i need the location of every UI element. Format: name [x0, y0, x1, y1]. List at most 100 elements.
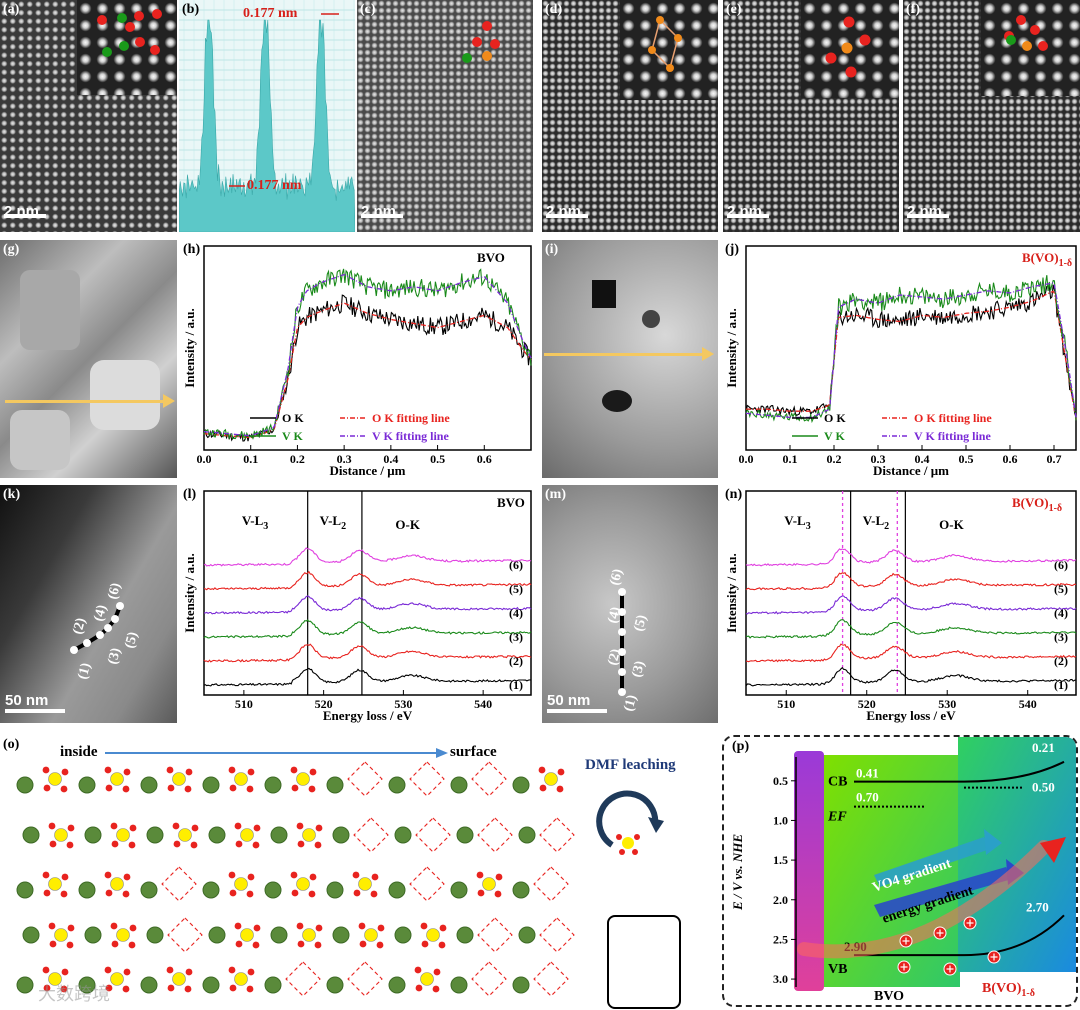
o-atom: [61, 873, 69, 881]
bi-atom: [512, 776, 530, 794]
panel-a: (a) 2 nm: [0, 0, 177, 232]
o-atom: [49, 940, 57, 948]
o-atom: [314, 841, 322, 849]
scan-point-label: (5): [122, 630, 141, 650]
bi-atom: [202, 881, 220, 899]
o-atom: [494, 890, 502, 898]
panel-a-tag: (a): [3, 2, 20, 17]
v-atom: [296, 877, 310, 891]
o-atom: [234, 922, 242, 930]
x-tick-label: 0.7: [1047, 452, 1062, 466]
bi-atom: [140, 881, 158, 899]
scan-point: [618, 608, 626, 616]
v-atom: [240, 928, 254, 942]
o-atom: [49, 840, 57, 848]
o-atom: [111, 940, 119, 948]
v-atom: [302, 828, 316, 842]
o-atom: [309, 873, 317, 881]
bi-atom: [78, 881, 96, 899]
o-atom: [296, 822, 304, 830]
scan-point-label: (3): [629, 659, 648, 679]
legend-entry: O K fitting line: [372, 411, 450, 425]
o-atom: [42, 871, 50, 879]
v-atom: [54, 928, 68, 942]
x-tick-label: 510: [777, 697, 795, 711]
bi-atom: [202, 776, 220, 794]
o-atom: [67, 824, 75, 832]
x-tick-label: 540: [1019, 697, 1037, 711]
series-v-k: [745, 275, 1077, 424]
panel-n: 510 520 530 540 Energy loss / eV Intensity / …: [722, 485, 1080, 723]
o-atom: [352, 871, 360, 879]
bi-atom: [450, 776, 468, 794]
bi-atom: [16, 881, 34, 899]
vo4-vacancy: [285, 961, 321, 997]
panel-b-spacing-top: 0.177 nm: [243, 6, 298, 21]
o-atom: [290, 766, 298, 774]
v-atom: [110, 972, 124, 986]
o-atom: [253, 824, 261, 832]
cb-value-bvo: 0.41: [856, 766, 879, 781]
bi-atom: [78, 976, 96, 994]
bi-atom: [518, 826, 536, 844]
panel-k-scale: 50 nm: [5, 692, 49, 709]
plot-frame: [745, 245, 1077, 451]
panel-k: (1) (2) (3) (4) (5) (6) 50 nm (k): [0, 485, 177, 723]
spectrum-2: [745, 643, 1077, 663]
x-tick-label: 0.1: [783, 452, 798, 466]
panel-g: (g): [0, 240, 177, 478]
spectrum-3: [745, 619, 1077, 639]
y-axis-label: Intensity / a.u.: [724, 308, 739, 387]
panel-n-tag: (n): [725, 487, 743, 502]
v-atom: [116, 928, 130, 942]
panel-o-tag: (o): [3, 737, 20, 752]
panel-p-tag: (p): [732, 739, 750, 754]
scan-point: [70, 646, 78, 654]
bi-atom: [326, 976, 344, 994]
vo4-gradient-arrow: [874, 837, 990, 887]
o-atom: [252, 841, 260, 849]
chart-title: B(VO)1-δ: [1012, 495, 1062, 514]
chart-title: BVO: [477, 250, 505, 265]
panel-p-band-diagram: 0.5 1.0 1.5 2.0 2.5 3.0 E / V vs. NHE CB 0.41 0.7…: [730, 737, 1076, 1004]
bi-atom: [512, 881, 530, 899]
v-atom: [482, 877, 496, 891]
o-atom: [185, 968, 193, 976]
leached-o-atom: [619, 849, 625, 855]
bi-atom: [270, 926, 288, 944]
panel-h-tag: (h): [183, 242, 201, 257]
scan-point: [618, 668, 626, 676]
series-o-k: [203, 294, 532, 442]
peak-label-vl3: V-L3: [242, 513, 268, 532]
o-atom: [105, 984, 113, 992]
panel-k-scalebar: [5, 709, 65, 713]
o-atom: [105, 889, 113, 897]
o-atom: [246, 785, 254, 793]
panel-g-grain: [20, 270, 80, 350]
o-atom: [129, 924, 137, 932]
v-atom: [110, 772, 124, 786]
spectrum-label: (3): [509, 630, 523, 644]
y-axis-label: Intensity / a.u.: [182, 308, 197, 387]
series-v-k: [203, 268, 532, 441]
y-tick-label: 0.5: [773, 774, 788, 788]
bi-atom: [326, 776, 344, 794]
o-atom: [538, 766, 546, 774]
o-atom: [123, 873, 131, 881]
spectrum-3: [203, 619, 532, 639]
o-atom: [66, 841, 74, 849]
y-axis-label: Intensity / a.u.: [182, 553, 197, 632]
panel-f-inset: [981, 0, 1080, 96]
panel-o-legend: [607, 915, 681, 1009]
o-atom: [234, 822, 242, 830]
panel-g-grain: [90, 360, 160, 430]
bi-atom: [146, 826, 164, 844]
panel-d-inset: [620, 0, 718, 100]
o-atom: [297, 940, 305, 948]
spectrum-label: (6): [1054, 558, 1068, 572]
o-atom: [414, 966, 422, 974]
panel-o-inside-label: inside: [60, 744, 98, 760]
plot-frame: [203, 245, 532, 451]
x-tick-label: 0.0: [197, 452, 212, 466]
v-atom: [178, 828, 192, 842]
